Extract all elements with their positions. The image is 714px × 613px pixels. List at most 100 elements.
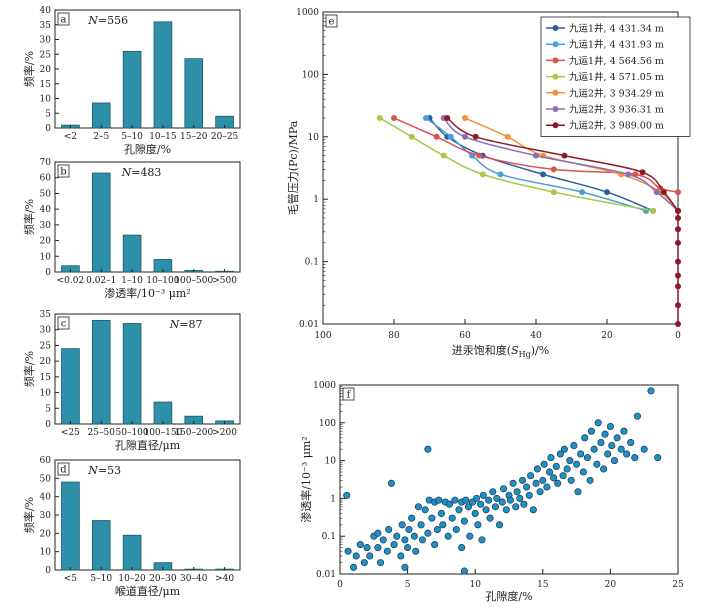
scatter-point: [428, 514, 436, 522]
bar: [91, 319, 111, 425]
scatter-point: [525, 491, 533, 499]
scatter-point: [486, 514, 494, 522]
scatter-point: [460, 567, 468, 575]
x-tick-label: 80: [388, 331, 400, 341]
data-point: [440, 152, 447, 159]
sample-count-value: =87: [179, 318, 202, 331]
scatter-point: [408, 514, 416, 522]
legend-entry: 九运2井, 3 934.29 m: [569, 87, 664, 99]
sample-count-symbol: N: [121, 166, 132, 179]
scatter-point: [500, 485, 508, 493]
sample-count-value: =483: [131, 166, 161, 179]
y-axis-label: 频率/%: [22, 351, 36, 387]
scatter-point: [509, 479, 517, 487]
bar: [153, 401, 173, 425]
x-tick-label: 0.02–1: [86, 276, 116, 286]
scatter-point: [424, 529, 432, 537]
scatter-point: [627, 439, 635, 447]
panel-c-chart: 0 5 10 15 20 25 30 35 <25 25–50 50–100100–150150–2…: [22, 310, 241, 452]
y-tick-label: 30: [40, 326, 52, 336]
scatter-point: [360, 559, 368, 567]
x-tick-label: 30–40: [180, 574, 208, 584]
scatter-point: [559, 472, 567, 480]
scatter-point: [397, 552, 405, 560]
scatter-point: [424, 445, 432, 453]
scatter-point: [478, 536, 486, 544]
x-tick-label: 20: [601, 331, 613, 341]
bar: [122, 50, 142, 129]
data-point: [462, 133, 468, 140]
x-tick-label: 10: [469, 580, 481, 590]
y-tick-label: 60: [40, 456, 52, 466]
panel-d-chart: 0 10 20 30 40 50 60 <5 5–10 10–20 20–30 30–40 >40 喉道直…: [22, 456, 241, 598]
legend-marker: [552, 122, 559, 129]
x-tick-label: 5: [405, 580, 411, 590]
scatter-point: [458, 544, 466, 552]
x-axis-label: 渗透率/10⁻³ μm²: [104, 286, 190, 300]
panel-f-chart: 0.01 0.1 1 10 100 1000 0 5 10 15 20 25 孔隙度/% 渗透率/10⁻³…: [299, 381, 684, 603]
data-point: [391, 115, 397, 122]
scatter-point: [540, 460, 548, 468]
x-tick-label: 0: [675, 331, 681, 341]
x-tick-label: 100: [314, 331, 331, 341]
scatter-point: [412, 547, 420, 555]
x-axis-label: 孔隙度/%: [124, 142, 171, 156]
panel-letter-box: [57, 462, 70, 476]
x-tick-label: 1–10: [121, 276, 143, 286]
scatter-point: [491, 503, 500, 511]
sample-count-symbol: N: [87, 14, 98, 27]
scatter-point: [647, 387, 655, 395]
bar: [91, 172, 111, 273]
data-point: [447, 133, 454, 140]
y-tick-label: 1000: [296, 8, 319, 18]
sample-count-value: =556: [98, 14, 128, 27]
y-tick-label: 0.01: [299, 320, 319, 330]
data-point: [540, 171, 547, 178]
sample-count-label: N=483: [121, 166, 162, 179]
y-tick-label: 5: [45, 404, 51, 414]
scatter-point: [600, 465, 608, 473]
scatter-point: [404, 544, 412, 552]
x-tick-label: 5–10: [90, 574, 112, 584]
scatter-point: [466, 532, 474, 540]
panel-letter: e: [329, 17, 335, 28]
data-point: [497, 171, 504, 178]
x-tick-label: 150–200: [174, 428, 213, 438]
x-tick-label: 20–30: [149, 574, 177, 584]
legend-entry: 九运1井, 4 571.05 m: [569, 71, 664, 83]
x-tick-label: 60: [459, 331, 471, 341]
legend-entry: 九运1井, 4 564.56 m: [569, 55, 664, 67]
scatter-point: [495, 521, 504, 529]
legend-entry: 九运1井, 4 431.34 m: [569, 23, 664, 35]
x-axis-label-prefix: 进汞饱和度(: [452, 343, 511, 357]
bar: [61, 348, 80, 425]
scatter-point: [410, 532, 418, 540]
x-tick-label: 25–50: [88, 428, 116, 438]
legend-entry: 九运1井, 4 431.93 m: [569, 39, 664, 51]
x-tick-label: 5–10: [121, 132, 143, 142]
scatter-point: [433, 525, 441, 534]
scatter-point: [563, 465, 571, 473]
data-point: [675, 283, 681, 290]
scatter-point: [567, 476, 575, 484]
legend-marker: [552, 73, 559, 80]
y-tick-label: 20: [40, 357, 52, 367]
y-tick-label: 15: [40, 373, 52, 383]
scatter-point: [574, 488, 582, 496]
scatter-point: [473, 494, 481, 502]
scatter-point: [374, 544, 382, 552]
scatter-point: [577, 450, 585, 458]
x-tick-label: 20–25: [211, 132, 239, 142]
data-point: [444, 115, 451, 122]
scatter-point: [579, 468, 587, 476]
scatter-point: [498, 498, 506, 506]
plot-frame: [54, 9, 241, 129]
sample-count-symbol: N: [169, 318, 180, 331]
y-tick-label: 0: [45, 420, 51, 430]
scatter-point: [573, 460, 581, 468]
y-axis-label: 频率/%: [22, 199, 36, 235]
data-point: [422, 115, 429, 122]
panel-letter: f: [347, 390, 352, 401]
y-axis-label: 毛管压力(Pc)/MPa: [286, 120, 300, 215]
data-point: [504, 133, 511, 140]
